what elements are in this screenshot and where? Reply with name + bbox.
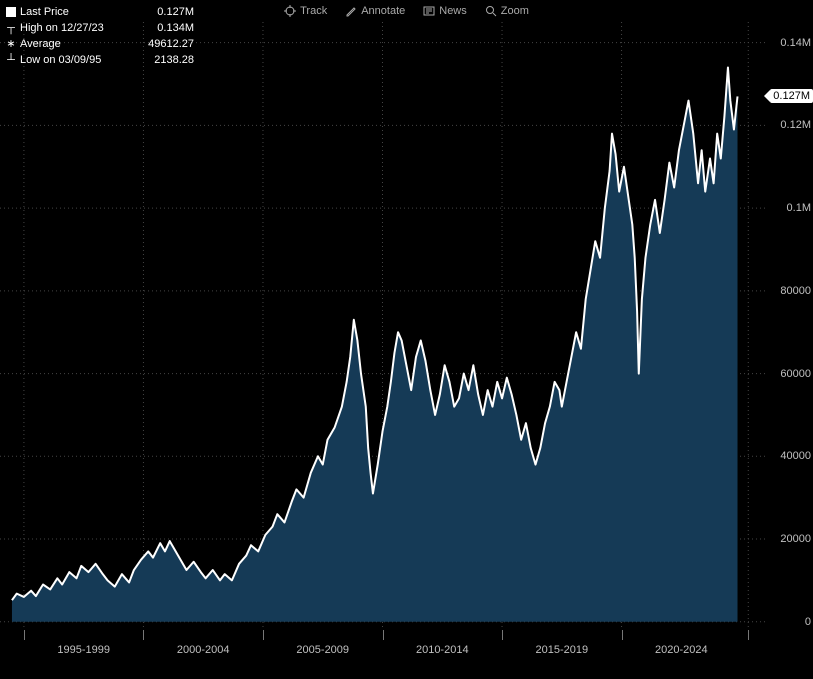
legend-row-high: ┬ High on 12/27/23 0.134M	[6, 20, 194, 36]
x-separator	[143, 630, 144, 640]
y-tick-label: 0.1M	[787, 202, 811, 214]
square-icon	[6, 7, 16, 17]
chart-svg	[0, 22, 765, 630]
legend-value: 0.134M	[134, 20, 194, 36]
chart-legend: Last Price 0.127M ┬ High on 12/27/23 0.1…	[6, 4, 194, 68]
x-tick-label: 2020-2024	[655, 644, 708, 656]
crosshair-icon	[284, 5, 296, 17]
pencil-icon	[345, 5, 357, 17]
news-tool[interactable]: News	[423, 5, 467, 17]
legend-value: 2138.28	[134, 52, 194, 68]
legend-value: 49612.27	[134, 36, 194, 52]
legend-label: Low on 03/09/95	[20, 52, 130, 68]
toolbar-label: News	[439, 5, 467, 17]
zoom-icon	[485, 5, 497, 17]
legend-row-avg: ∗ Average 49612.27	[6, 36, 194, 52]
y-tick-label: 60000	[780, 368, 811, 380]
x-tick-label: 2000-2004	[177, 644, 230, 656]
y-tick-label: 0.12M	[780, 119, 811, 131]
toolbar-label: Zoom	[501, 5, 529, 17]
chart-plot-area[interactable]	[0, 22, 765, 630]
y-axis: 0 20000 40000 60000 80000 0.1M 0.12M 0.14M 0.127…	[765, 22, 813, 630]
low-icon: ┴	[6, 52, 16, 68]
y-tick-label: 80000	[780, 285, 811, 297]
x-tick-label: 2015-2019	[535, 644, 588, 656]
x-separator	[263, 630, 264, 640]
y-tick-label: 20000	[780, 533, 811, 545]
x-tick-label: 2010-2014	[416, 644, 469, 656]
x-separator	[24, 630, 25, 640]
x-separator	[502, 630, 503, 640]
legend-label: Last Price	[20, 4, 130, 20]
news-icon	[423, 5, 435, 17]
annotate-tool[interactable]: Annotate	[345, 5, 405, 17]
chart-container: Track Annotate News Zoom Last Price 0.12…	[0, 0, 813, 679]
legend-label: Average	[20, 36, 130, 52]
track-tool[interactable]: Track	[284, 5, 327, 17]
x-tick-label: 2005-2009	[296, 644, 349, 656]
x-tick-label: 1995-1999	[57, 644, 110, 656]
last-price-flag: 0.127M	[770, 89, 813, 103]
x-separator	[383, 630, 384, 640]
avg-icon: ∗	[6, 36, 16, 52]
zoom-tool[interactable]: Zoom	[485, 5, 529, 17]
y-tick-label: 0	[805, 616, 811, 628]
high-icon: ┬	[6, 20, 16, 36]
legend-row-last: Last Price 0.127M	[6, 4, 194, 20]
legend-label: High on 12/27/23	[20, 20, 130, 36]
toolbar-label: Track	[300, 5, 327, 17]
x-separator	[748, 630, 749, 640]
legend-value: 0.127M	[134, 4, 194, 20]
x-axis: 1995-1999 2000-2004 2005-2009 2010-2014 2015…	[0, 630, 765, 679]
y-tick-label: 40000	[780, 450, 811, 462]
x-separator	[622, 630, 623, 640]
toolbar-label: Annotate	[361, 5, 405, 17]
legend-row-low: ┴ Low on 03/09/95 2138.28	[6, 52, 194, 68]
y-tick-label: 0.14M	[780, 37, 811, 49]
